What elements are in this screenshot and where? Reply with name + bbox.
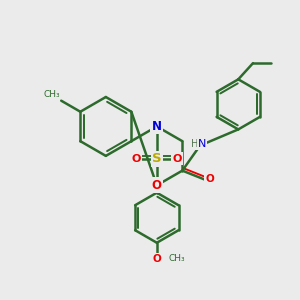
Text: O: O [205, 174, 214, 184]
Text: O: O [131, 154, 141, 164]
Text: S: S [152, 152, 162, 165]
Text: CH₃: CH₃ [168, 254, 184, 263]
Text: O: O [152, 179, 162, 192]
Text: H: H [191, 139, 198, 149]
Text: O: O [173, 154, 182, 164]
Text: O: O [152, 254, 161, 264]
Text: CH₃: CH₃ [43, 90, 60, 99]
Text: N: N [152, 120, 162, 133]
Text: N: N [198, 139, 206, 149]
